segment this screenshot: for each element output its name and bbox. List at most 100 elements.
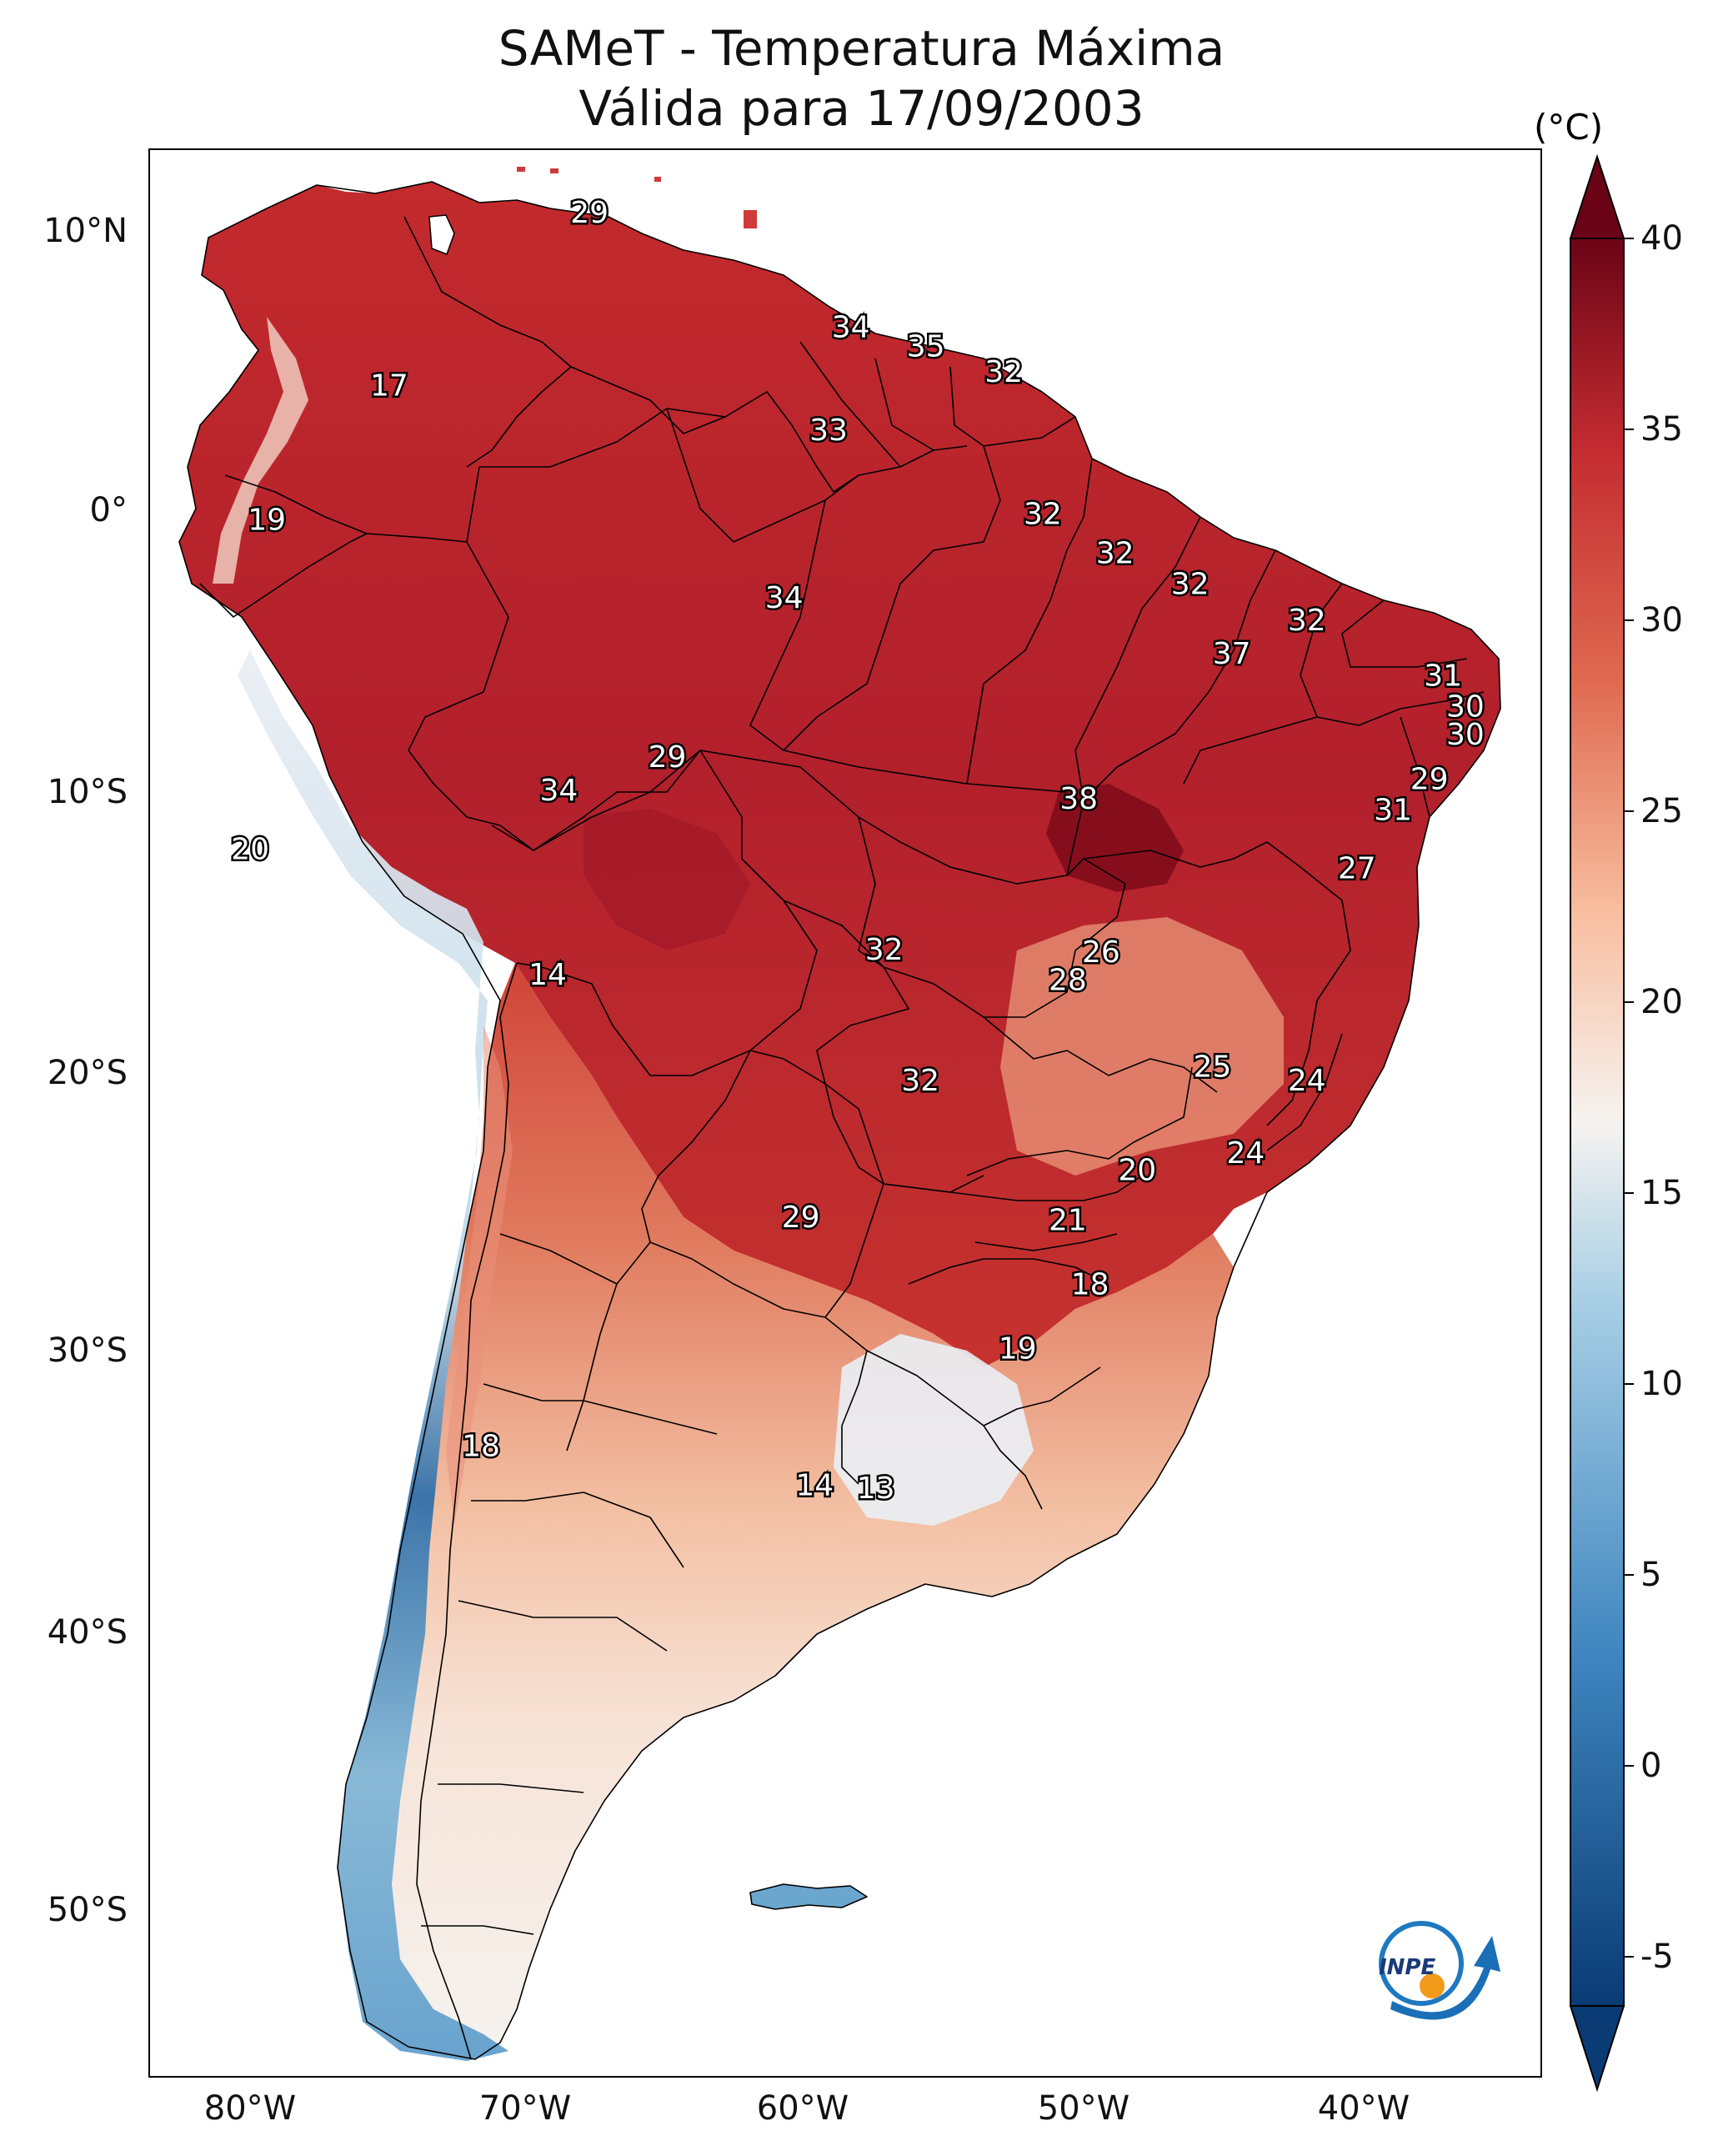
lat-label-30s: 30°S	[47, 1331, 128, 1370]
border-venezuela-guyana-brazil	[570, 366, 968, 493]
border-argentina-uruguay-brazil	[824, 1316, 1101, 1510]
temperature-label: 29	[782, 1201, 820, 1235]
hot-core-amazon	[584, 809, 750, 950]
logo-swoosh-arrow	[1390, 1936, 1500, 2020]
colorbar-ticks	[1624, 238, 1634, 1958]
temperature-label: 14	[528, 958, 567, 992]
temperature-label: 32	[1024, 498, 1062, 532]
colorbar-unit: (°C)	[1534, 107, 1604, 148]
temperature-label: 32	[984, 355, 1023, 389]
temperature-label: 30	[1446, 690, 1485, 725]
south-america-north	[179, 182, 1500, 1367]
border-north-brazil	[783, 445, 1093, 785]
lat-label-20s: 20°S	[47, 1054, 128, 1092]
title-line-1: SAMeT - Temperatura Máxima	[498, 20, 1225, 77]
temperature-label: 32	[865, 933, 904, 967]
island-margarita	[654, 177, 661, 182]
chile-coast-warm	[446, 1025, 513, 1526]
cb-label-20: 20	[1640, 983, 1683, 1021]
temperature-label: 34	[765, 581, 804, 615]
falkland-islands	[750, 1884, 867, 1909]
temperature-label: 29	[649, 740, 687, 775]
border-bolivia	[491, 750, 818, 1076]
border-northeast-states	[1074, 516, 1485, 818]
temperature-label: 19	[999, 1332, 1037, 1366]
lon-label-80w: 80°W	[203, 2089, 297, 2128]
lon-label-70w: 70°W	[478, 2089, 572, 2128]
temperature-label: 37	[1213, 637, 1251, 671]
border-paraguay	[641, 1050, 884, 1318]
cb-label-35: 35	[1640, 410, 1683, 449]
colorbar-top-arrow	[1569, 153, 1625, 239]
andes-cold-band	[238, 650, 508, 2061]
temperature-label: 34	[539, 774, 578, 808]
chart-title: SAMeT - Temperatura Máxima Válida para 1…	[0, 18, 1723, 138]
hot-core-central-brazil	[1046, 784, 1184, 892]
northern-andes-cool	[213, 317, 308, 584]
cb-label-30: 30	[1640, 601, 1683, 639]
temperature-label: 17	[370, 369, 408, 404]
cb-label-15: 15	[1640, 1174, 1683, 1212]
border-chile-argentina	[416, 962, 518, 2060]
colorbar-body	[1570, 238, 1625, 2007]
cb-label-0: 0	[1640, 1747, 1662, 1785]
border-peru-brazil	[408, 541, 701, 851]
southeast-warm-zone	[1000, 917, 1284, 1176]
lon-label-50w: 50°W	[1037, 2089, 1130, 2128]
logo-sun-dot	[1420, 1973, 1445, 1998]
temperature-label: 14	[795, 1469, 834, 1503]
island-aruba	[517, 167, 525, 172]
temperature-label: 29	[570, 196, 609, 230]
temperature-label: 18	[462, 1430, 500, 1464]
logo-orbit-ring	[1379, 1921, 1464, 2006]
border-ecuador-peru	[199, 533, 368, 618]
island-curacao	[550, 168, 558, 173]
temperature-label: 32	[1288, 604, 1326, 638]
islands-outline	[749, 1883, 868, 1910]
lat-label-0: 0°	[89, 491, 128, 529]
cb-label-25: 25	[1640, 792, 1683, 830]
colorbar	[1569, 153, 1634, 2093]
cb-label-10: 10	[1640, 1365, 1683, 1403]
border-southern-brazil	[883, 1175, 1143, 1285]
temperature-label: 33	[809, 414, 848, 448]
temperature-label: 13	[857, 1472, 895, 1506]
temperature-label: 28	[1049, 964, 1087, 998]
temperature-label: 30	[1446, 718, 1485, 752]
temperature-label: 29	[1410, 763, 1449, 797]
map-area[interactable]: 29 17 34 35 32 33 19 32 32 32 34 32 37 31 30 30 29 34 29 38…	[148, 148, 1542, 2078]
lat-label-10n: 10°N	[43, 212, 128, 250]
south-america-south	[338, 963, 1234, 2059]
lat-label-40s: 40°S	[47, 1613, 128, 1652]
lon-label-40w: 40°W	[1317, 2089, 1410, 2128]
cb-label-5: 5	[1640, 1556, 1662, 1594]
temperature-label: 26	[1082, 935, 1120, 970]
temperature-label: 25	[1193, 1050, 1231, 1084]
border-argentina-provinces	[421, 1233, 718, 1935]
temperature-label: 18	[1071, 1268, 1109, 1302]
border-southeast-brazil	[966, 841, 1351, 1176]
temperature-label: 20	[231, 832, 269, 866]
lat-label-10s: 10°S	[47, 773, 128, 811]
logo-text: INPE	[1379, 1955, 1435, 1980]
temperature-label: 31	[1374, 793, 1412, 827]
coastline	[178, 181, 1501, 2060]
caribbean-islands	[517, 167, 757, 228]
uruguay-cool-zone	[834, 1334, 1034, 1526]
lon-label-60w: 60°W	[756, 2089, 849, 2128]
temperature-label: 31	[1424, 659, 1462, 694]
island-trinidad	[744, 210, 757, 228]
inpe-logo: INPE	[1379, 1921, 1500, 2020]
temperature-label: 32	[901, 1064, 939, 1098]
country-borders	[178, 181, 1501, 2060]
title-line-2: Válida para 17/09/2003	[579, 80, 1144, 137]
temperature-label: 20	[1118, 1153, 1156, 1187]
lake-maracaibo	[428, 214, 455, 255]
temperature-label: 27	[1338, 852, 1376, 886]
colorbar-bottom-arrow	[1569, 2005, 1625, 2093]
temperature-label: 24	[1226, 1136, 1265, 1171]
temperature-label: 32	[1096, 536, 1134, 570]
temperature-label: 19	[248, 503, 286, 537]
